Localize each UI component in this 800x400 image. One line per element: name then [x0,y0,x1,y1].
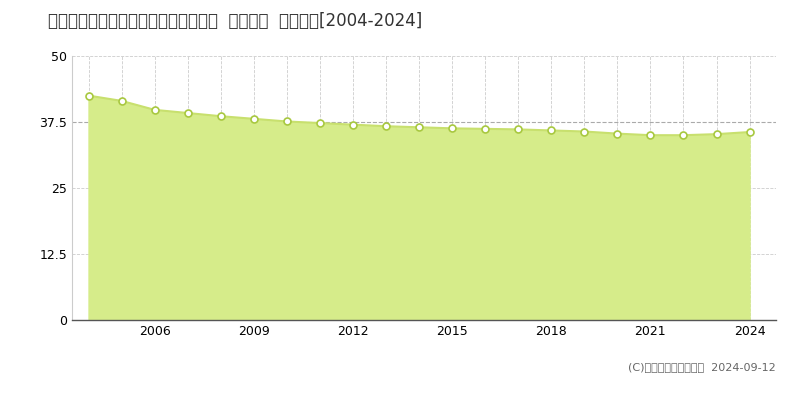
Point [281,118,294,125]
Point [677,132,690,138]
Point [446,125,458,132]
Point [82,92,95,99]
Point [314,120,326,126]
Point [413,124,426,130]
Point [545,127,558,134]
Point [478,126,491,132]
Point [115,98,128,104]
Point [346,122,359,128]
Point [512,126,525,132]
Point [379,123,392,130]
Point [743,129,756,135]
Point [148,107,161,113]
Point [182,110,194,116]
Point [644,132,657,138]
Point [214,113,227,119]
Point [611,130,624,137]
Point [247,116,260,122]
Point [578,128,590,135]
Point [710,131,723,137]
Text: (C)土地価格ドットコム  2024-09-12: (C)土地価格ドットコム 2024-09-12 [628,362,776,372]
Text: 愛知県知多市にしの台４丁目７番３外  地価公示  地価推移[2004-2024]: 愛知県知多市にしの台４丁目７番３外 地価公示 地価推移[2004-2024] [48,12,422,30]
